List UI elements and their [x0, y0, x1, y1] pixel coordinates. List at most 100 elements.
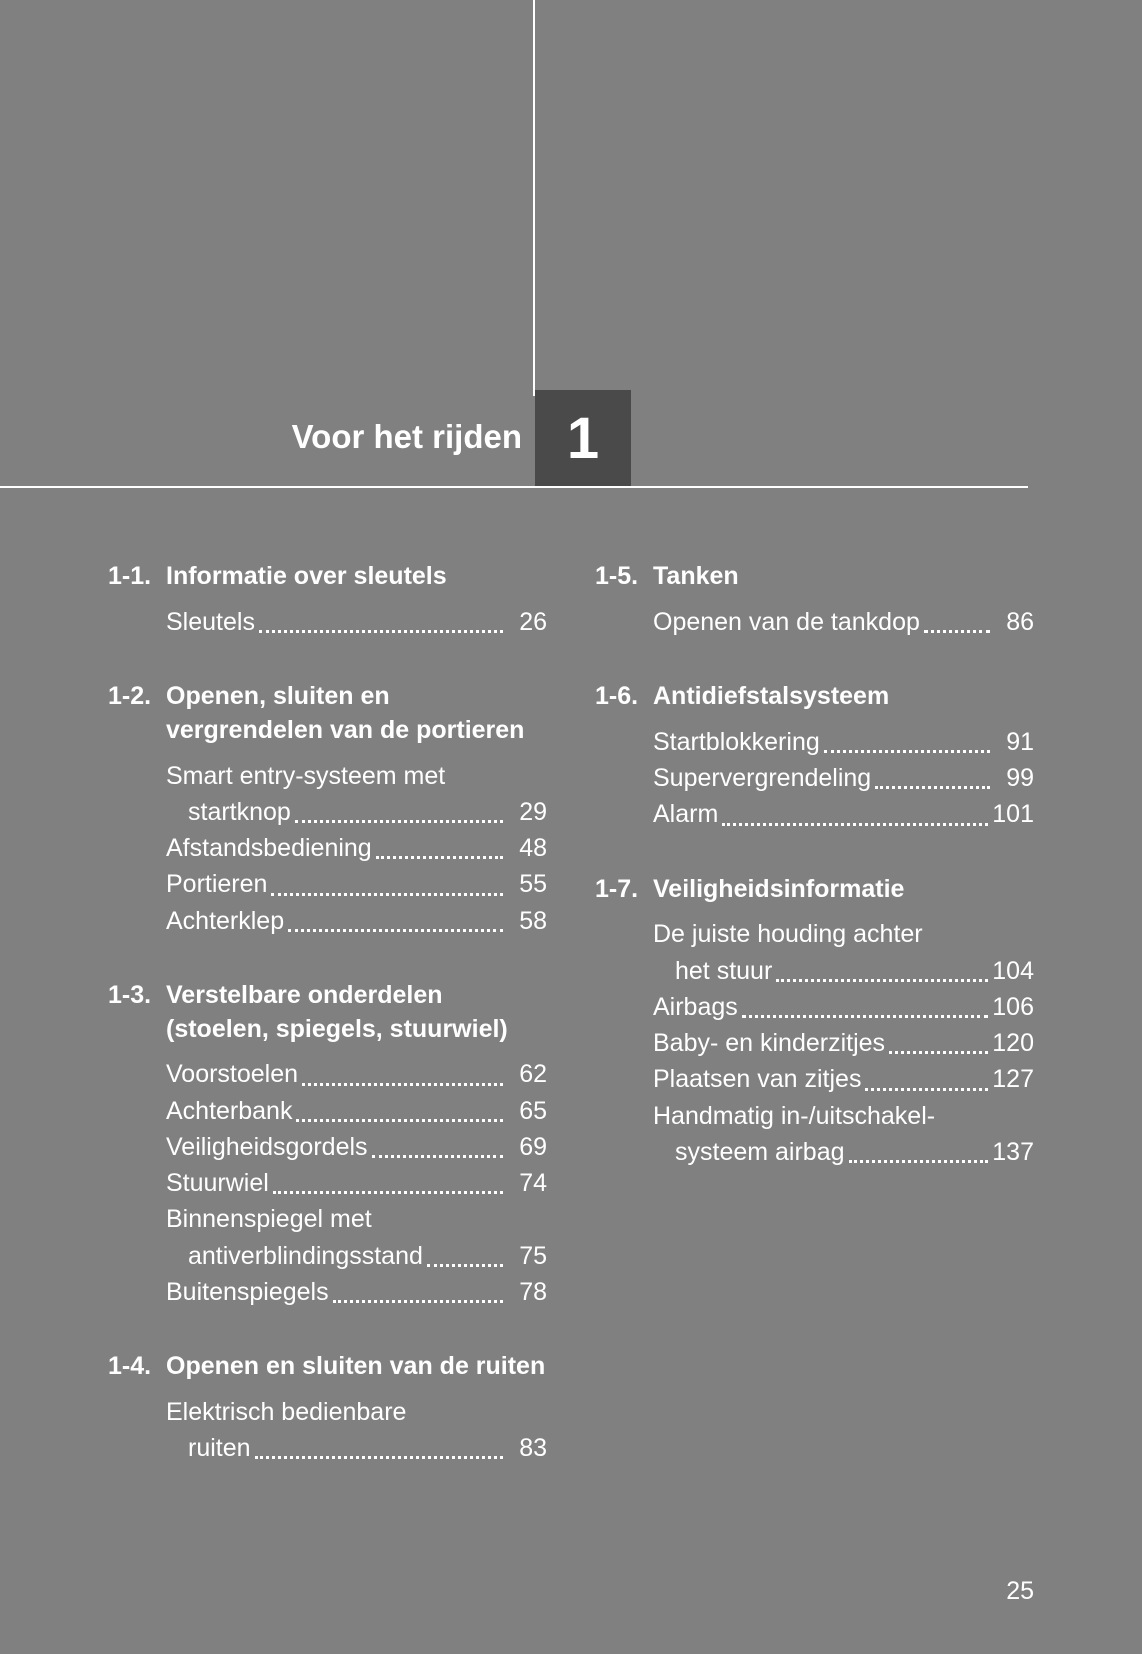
- toc-entry: Plaatsen van zitjes 127: [595, 1061, 1034, 1097]
- section-title: Openen en sluiten van de ruiten: [166, 1350, 547, 1384]
- toc-leader-dots: [259, 630, 503, 633]
- toc-entry-label: ruiten: [166, 1430, 251, 1466]
- toc-entry-page: 91: [994, 724, 1034, 760]
- toc-entry-page: 104: [992, 953, 1034, 989]
- toc-entry: Handmatig in-/uitschakel-: [595, 1098, 1034, 1134]
- title-row: Voor het rijden 1: [0, 390, 1142, 486]
- toc-entry-page: 26: [507, 604, 547, 640]
- toc-section: 1-5.Tanken Openen van de tankdop86: [595, 560, 1034, 640]
- toc-entry-label: Baby- en kinderzitjes: [653, 1025, 885, 1061]
- toc-leader-dots: [849, 1160, 989, 1163]
- toc-entry: systeem airbag 137: [595, 1134, 1034, 1170]
- chapter-number-box: 1: [535, 390, 631, 486]
- toc-entry-page: 137: [992, 1134, 1034, 1170]
- toc-entry: antiverblindingsstand75: [108, 1238, 547, 1274]
- toc-leader-dots: [295, 820, 503, 823]
- section-heading: 1-6.Antidiefstalsysteem: [595, 680, 1034, 714]
- toc-entry-page: 106: [992, 989, 1034, 1025]
- toc-entry-label: Alarm: [653, 796, 718, 832]
- toc-entry-page: 29: [507, 794, 547, 830]
- toc-section: 1-2.Openen, sluiten en vergrendelen van …: [108, 680, 547, 939]
- toc-entry: Achterklep 58: [108, 903, 547, 939]
- toc-entry-page: 58: [507, 903, 547, 939]
- toc-entry-label: Portieren: [166, 866, 267, 902]
- section-number: 1-2.: [108, 680, 166, 748]
- toc-entry: Stuurwiel74: [108, 1165, 547, 1201]
- toc-entry-label: Supervergrendeling: [653, 760, 871, 796]
- section-heading: 1-7.Veiligheidsinformatie: [595, 873, 1034, 907]
- toc-entry-label: Airbags: [653, 989, 738, 1025]
- toc-entry: Supervergrendeling 99: [595, 760, 1034, 796]
- toc-entry-label: Stuurwiel: [166, 1165, 269, 1201]
- toc-entry-label: De juiste houding achter: [653, 916, 923, 952]
- toc-entry: het stuur 104: [595, 953, 1034, 989]
- section-heading: 1-1.Informatie over sleutels: [108, 560, 547, 594]
- toc-entry: Smart entry-systeem met: [108, 758, 547, 794]
- section-number: 1-5.: [595, 560, 653, 594]
- toc-entry-page: 83: [507, 1430, 547, 1466]
- toc-columns: 1-1.Informatie over sleutels Sleutels26 1-…: [108, 560, 1034, 1506]
- toc-leader-dots: [333, 1300, 503, 1303]
- toc-leader-dots: [427, 1264, 503, 1267]
- toc-column: 1-1.Informatie over sleutels Sleutels26 1-…: [108, 560, 547, 1506]
- toc-entry-label: Voorstoelen: [166, 1056, 298, 1092]
- toc-entry-label: Binnenspiegel met: [166, 1201, 372, 1237]
- toc-section: 1-3.Verstelbare onderdelen (stoelen, spi…: [108, 979, 547, 1310]
- section-number: 1-6.: [595, 680, 653, 714]
- toc-leader-dots: [302, 1083, 503, 1086]
- toc-entry-page: 99: [994, 760, 1034, 796]
- toc-entry-page: 101: [992, 796, 1034, 832]
- toc-entry: Alarm 101: [595, 796, 1034, 832]
- section-heading: 1-2.Openen, sluiten en vergrendelen van …: [108, 680, 547, 748]
- toc-entry: Afstandsbediening 48: [108, 830, 547, 866]
- toc-entry-label: Startblokkering: [653, 724, 820, 760]
- section-number: 1-1.: [108, 560, 166, 594]
- section-heading: 1-5.Tanken: [595, 560, 1034, 594]
- toc-leader-dots: [776, 979, 988, 982]
- toc-section: 1-7.Veiligheidsinformatie De juiste houdi…: [595, 873, 1034, 1171]
- toc-entry-page: 75: [507, 1238, 547, 1274]
- section-heading: 1-4.Openen en sluiten van de ruiten: [108, 1350, 547, 1384]
- section-title: Informatie over sleutels: [166, 560, 547, 594]
- section-title: Tanken: [653, 560, 1034, 594]
- toc-entry-label: Smart entry-systeem met: [166, 758, 445, 794]
- toc-column: 1-5.Tanken Openen van de tankdop86 1-6.Ant…: [595, 560, 1034, 1506]
- toc-entry: ruiten 83: [108, 1430, 547, 1466]
- toc-entry-page: 78: [507, 1274, 547, 1310]
- toc-entry: Achterbank65: [108, 1093, 547, 1129]
- toc-leader-dots: [255, 1456, 503, 1459]
- toc-entry-page: 120: [992, 1025, 1034, 1061]
- toc-entry-page: 62: [507, 1056, 547, 1092]
- page-number: 25: [1006, 1577, 1034, 1606]
- toc-entry: Sleutels26: [108, 604, 547, 640]
- toc-entry-page: 69: [507, 1129, 547, 1165]
- toc-entry: Openen van de tankdop86: [595, 604, 1034, 640]
- toc-entry: Voorstoelen 62: [108, 1056, 547, 1092]
- section-title: Openen, sluiten en vergrendelen van de p…: [166, 680, 547, 748]
- toc-entry-label: Afstandsbediening: [166, 830, 372, 866]
- section-heading: 1-3.Verstelbare onderdelen (stoelen, spi…: [108, 979, 547, 1047]
- toc-section: 1-4.Openen en sluiten van de ruiten Elekt…: [108, 1350, 547, 1466]
- chapter-title: Voor het rijden: [292, 418, 522, 456]
- toc-entry-page: 55: [507, 866, 547, 902]
- toc-leader-dots: [288, 929, 503, 932]
- toc-entry-label: het stuur: [653, 953, 772, 989]
- toc-entry: startknop 29: [108, 794, 547, 830]
- toc-entry-label: Plaatsen van zitjes: [653, 1061, 861, 1097]
- toc-entry-page: 127: [992, 1061, 1034, 1097]
- toc-entry-label: Achterklep: [166, 903, 284, 939]
- toc-entry-label: Openen van de tankdop: [653, 604, 920, 640]
- toc-entry-page: 65: [507, 1093, 547, 1129]
- toc-entry: Baby- en kinderzitjes 120: [595, 1025, 1034, 1061]
- toc-leader-dots: [271, 893, 503, 896]
- toc-leader-dots: [722, 823, 988, 826]
- vertical-divider: [533, 0, 535, 396]
- toc-entry-label: startknop: [166, 794, 291, 830]
- toc-entry: Portieren 55: [108, 866, 547, 902]
- toc-entry-label: systeem airbag: [653, 1134, 845, 1170]
- toc-leader-dots: [376, 856, 503, 859]
- toc-entry-label: Elektrisch bedienbare: [166, 1394, 406, 1430]
- toc-entry-page: 48: [507, 830, 547, 866]
- chapter-number: 1: [567, 405, 599, 472]
- toc-leader-dots: [889, 1051, 988, 1054]
